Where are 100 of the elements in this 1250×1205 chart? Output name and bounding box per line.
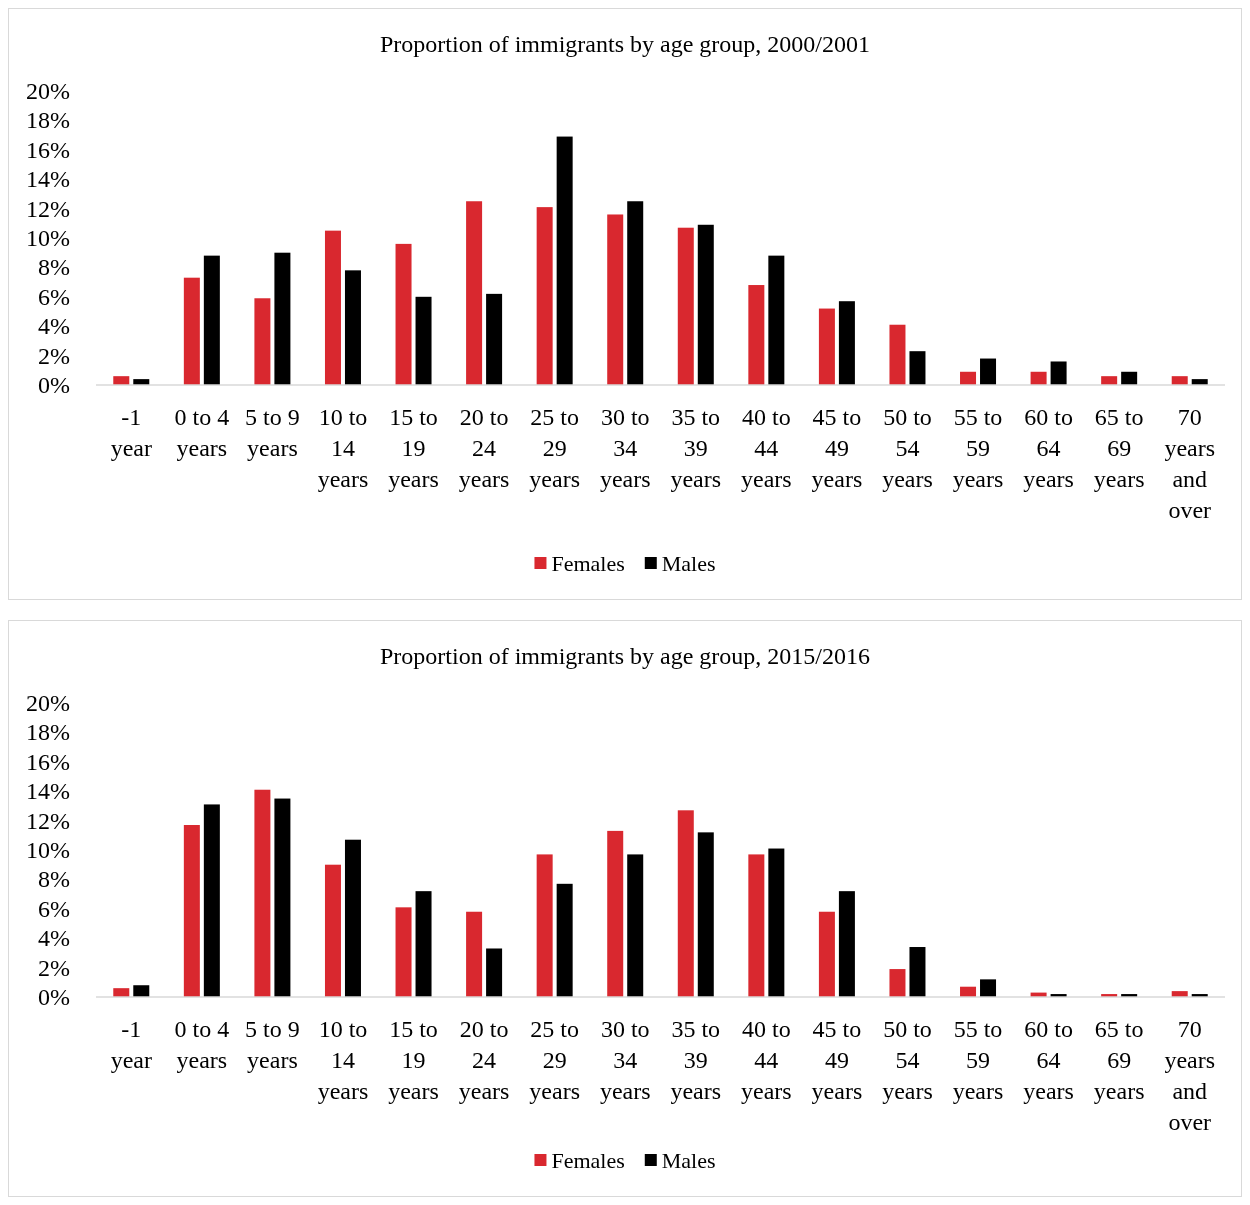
bar — [889, 324, 906, 385]
x-tick-label: 45 to 49 years — [811, 1016, 863, 1104]
bar — [607, 830, 624, 997]
x-tick-label: 20 to 24 years — [458, 404, 510, 492]
bar — [183, 825, 200, 997]
bar — [415, 296, 432, 385]
legend-label: Males — [661, 1147, 716, 1173]
bar — [556, 136, 573, 385]
bar — [889, 969, 906, 997]
bar — [324, 230, 341, 385]
y-tick-label: 18% — [26, 107, 70, 134]
bar — [395, 243, 412, 385]
bar — [1030, 371, 1047, 385]
bar — [1171, 376, 1188, 385]
y-tick-label: 16% — [26, 136, 70, 163]
y-tick-label: 2% — [38, 342, 70, 369]
bar — [697, 832, 714, 997]
y-tick-label: 20% — [26, 690, 70, 716]
x-tick-label: 20 to 24 years — [458, 1016, 510, 1104]
x-tick-label: 65 to 69 years — [1093, 404, 1145, 492]
bar — [768, 255, 785, 385]
x-tick-label: 25 to 29 years — [529, 404, 580, 492]
x-tick-label: 10 to 14 years — [317, 1016, 369, 1104]
bar — [203, 804, 220, 997]
y-tick-label: 0% — [38, 984, 70, 1010]
y-tick-label: 14% — [26, 778, 70, 805]
bar — [818, 308, 835, 385]
y-tick-label: 16% — [26, 748, 70, 775]
y-tick-label: 10% — [26, 837, 70, 863]
bar — [254, 789, 271, 997]
bar — [960, 371, 977, 385]
y-tick-label: 6% — [38, 283, 70, 310]
y-tick-label: 14% — [26, 166, 70, 193]
x-tick-label: 60 to 64 years — [1023, 404, 1074, 492]
bar — [980, 358, 997, 385]
bar — [607, 214, 624, 385]
bar — [838, 891, 855, 997]
bar — [677, 227, 694, 385]
x-tick-label: -1 year — [110, 404, 152, 461]
x-tick-label: 65 to 69 years — [1093, 1016, 1145, 1104]
bar — [466, 911, 483, 997]
y-tick-label: 8% — [38, 866, 70, 893]
bar — [838, 301, 855, 385]
x-tick-label: 35 to 39 years — [670, 1016, 722, 1104]
bar — [556, 883, 573, 997]
x-tick-label: 70 years and over — [1164, 1016, 1216, 1135]
chart-title: Proportion of immigrants by age group, 2000/2001 — [380, 31, 870, 57]
y-tick-label: 20% — [26, 78, 70, 104]
bar — [536, 207, 553, 385]
bar — [183, 277, 200, 385]
x-tick-label: 25 to 29 years — [529, 1016, 580, 1104]
x-tick-label: 50 to 54 years — [882, 404, 933, 492]
bar — [274, 798, 291, 997]
x-tick-label: 10 to 14 years — [317, 404, 369, 492]
bar — [344, 839, 361, 997]
bar — [274, 252, 291, 385]
y-tick-label: 4% — [38, 925, 70, 952]
legend-label: Males — [661, 550, 716, 576]
y-tick-label: 10% — [26, 225, 70, 251]
bar — [909, 351, 926, 385]
bar — [486, 293, 503, 385]
bar — [344, 270, 361, 385]
bar — [697, 224, 714, 385]
bar — [395, 907, 412, 997]
bar — [415, 891, 432, 997]
bar — [203, 255, 220, 385]
bar — [768, 848, 785, 997]
bar — [818, 911, 835, 997]
bar — [627, 201, 644, 385]
chart-title: Proportion of immigrants by age group, 2015/2016 — [380, 643, 870, 669]
bar — [254, 298, 271, 385]
bar — [466, 201, 483, 385]
bar — [113, 376, 130, 385]
x-tick-label: 15 to 19 years — [388, 1016, 439, 1104]
x-tick-label: 70 years and over — [1164, 404, 1216, 523]
x-tick-label: 50 to 54 years — [882, 1016, 933, 1104]
y-tick-label: 18% — [26, 719, 70, 746]
y-tick-label: 8% — [38, 254, 70, 281]
legend-label: Females — [551, 550, 625, 576]
x-tick-label: -1 year — [110, 1016, 152, 1073]
y-tick-label: 4% — [38, 313, 70, 340]
x-tick-label: 55 to 59 years — [952, 1016, 1004, 1104]
x-tick-label: 60 to 64 years — [1023, 1016, 1074, 1104]
bar — [536, 854, 553, 997]
y-tick-label: 0% — [38, 372, 70, 398]
bar — [980, 979, 997, 997]
x-tick-label: 0 to 4 years — [174, 1016, 230, 1073]
y-tick-label: 6% — [38, 895, 70, 922]
bar — [324, 864, 341, 997]
x-tick-label: 40 to 44 years — [741, 404, 792, 492]
y-tick-label: 12% — [26, 195, 70, 222]
bar — [113, 988, 130, 997]
bar — [627, 854, 644, 997]
x-tick-label: 35 to 39 years — [670, 404, 722, 492]
x-tick-label: 5 to 9 years — [245, 404, 300, 461]
bar — [748, 854, 765, 997]
x-tick-label: 30 to 34 years — [599, 404, 651, 492]
legend-label: Females — [551, 1147, 625, 1173]
x-tick-label: 40 to 44 years — [741, 1016, 792, 1104]
y-tick-label: 2% — [38, 954, 70, 981]
